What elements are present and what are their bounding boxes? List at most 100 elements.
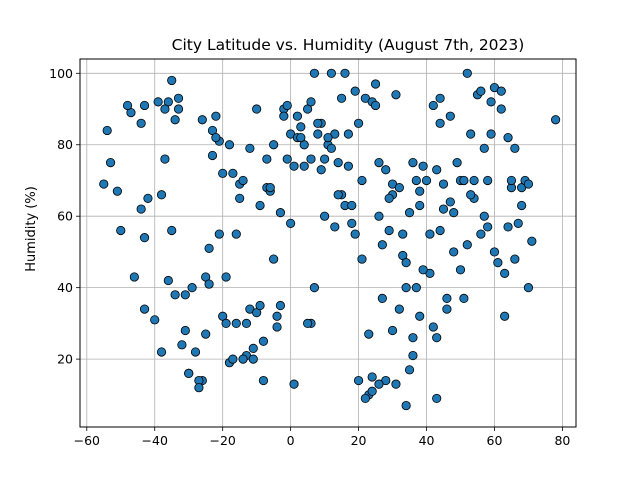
data-point	[476, 86, 486, 96]
data-point	[102, 125, 112, 136]
data-point	[357, 254, 367, 264]
data-point	[116, 225, 126, 236]
data-point	[411, 175, 421, 186]
data-point	[466, 190, 476, 200]
data-point	[160, 104, 170, 114]
data-points	[99, 68, 561, 411]
data-point	[275, 208, 286, 218]
data-point	[343, 129, 353, 139]
data-point	[265, 183, 275, 193]
data-point	[401, 283, 411, 293]
data-point	[262, 154, 272, 164]
data-point	[139, 100, 150, 111]
data-point	[493, 258, 503, 268]
data-point	[357, 175, 367, 186]
data-point	[221, 318, 231, 328]
data-point	[170, 115, 180, 125]
data-point	[333, 158, 343, 168]
data-point	[408, 333, 418, 343]
chart-title: City Latitude vs. Humidity (August 7th, …	[172, 36, 525, 54]
y-tick-label: 100	[49, 66, 73, 81]
data-point	[248, 343, 258, 353]
data-point	[483, 175, 493, 186]
data-point	[160, 154, 170, 164]
data-point	[523, 179, 534, 189]
data-point	[459, 175, 469, 186]
data-point	[170, 290, 180, 300]
data-point	[286, 218, 296, 228]
data-point	[353, 375, 364, 386]
data-point	[513, 218, 523, 228]
data-point	[248, 354, 258, 364]
data-point	[459, 293, 469, 303]
data-point	[404, 365, 415, 375]
data-point	[486, 97, 496, 107]
data-point	[122, 100, 133, 111]
data-point	[221, 272, 231, 282]
data-point	[391, 90, 401, 100]
data-point	[282, 100, 292, 111]
data-point	[156, 347, 167, 357]
y-tick-label: 40	[57, 280, 73, 295]
data-point	[211, 133, 221, 143]
data-point	[401, 400, 411, 411]
data-point	[289, 161, 299, 171]
data-point	[136, 204, 146, 214]
data-point	[449, 247, 459, 257]
data-point	[316, 165, 326, 175]
data-point	[384, 225, 394, 236]
data-point	[224, 140, 235, 150]
data-point	[292, 111, 303, 121]
data-point	[360, 393, 370, 404]
data-point	[187, 283, 197, 293]
data-point	[330, 222, 340, 232]
data-point	[150, 315, 160, 325]
data-point	[129, 272, 139, 282]
x-tick-label: 80	[554, 433, 570, 448]
data-point	[167, 225, 177, 236]
data-point	[374, 211, 384, 221]
data-point	[252, 104, 262, 114]
data-point	[289, 379, 299, 389]
x-tick-label: 60	[487, 433, 503, 448]
data-point	[449, 208, 459, 218]
data-point	[336, 93, 347, 103]
data-point	[452, 158, 462, 168]
data-point	[255, 200, 265, 211]
data-point	[445, 197, 455, 207]
data-point	[551, 115, 561, 125]
data-point	[269, 254, 279, 264]
data-point	[418, 265, 428, 275]
data-point	[306, 154, 316, 164]
data-point	[411, 283, 421, 293]
data-point	[320, 154, 330, 164]
data-point	[486, 129, 496, 139]
data-point	[333, 190, 343, 200]
data-point	[204, 279, 214, 289]
data-point	[194, 383, 204, 393]
data-point	[245, 143, 255, 153]
data-point	[255, 300, 265, 311]
data-point	[190, 347, 201, 357]
data-point	[320, 211, 330, 221]
data-point	[347, 218, 357, 228]
data-point	[428, 322, 438, 332]
data-point	[479, 211, 489, 221]
data-point	[438, 204, 449, 214]
data-point	[309, 283, 320, 293]
data-point	[313, 118, 323, 128]
data-point	[377, 293, 387, 303]
data-point	[177, 340, 187, 350]
data-point	[425, 229, 435, 239]
data-point	[462, 240, 472, 250]
data-point	[438, 179, 449, 189]
data-point	[326, 143, 336, 153]
data-point	[180, 325, 190, 336]
data-point	[469, 175, 479, 186]
data-point	[435, 225, 445, 236]
data-point	[350, 86, 360, 96]
data-point	[404, 208, 415, 218]
data-point	[500, 311, 510, 321]
data-point	[258, 375, 269, 386]
data-point	[374, 379, 384, 389]
